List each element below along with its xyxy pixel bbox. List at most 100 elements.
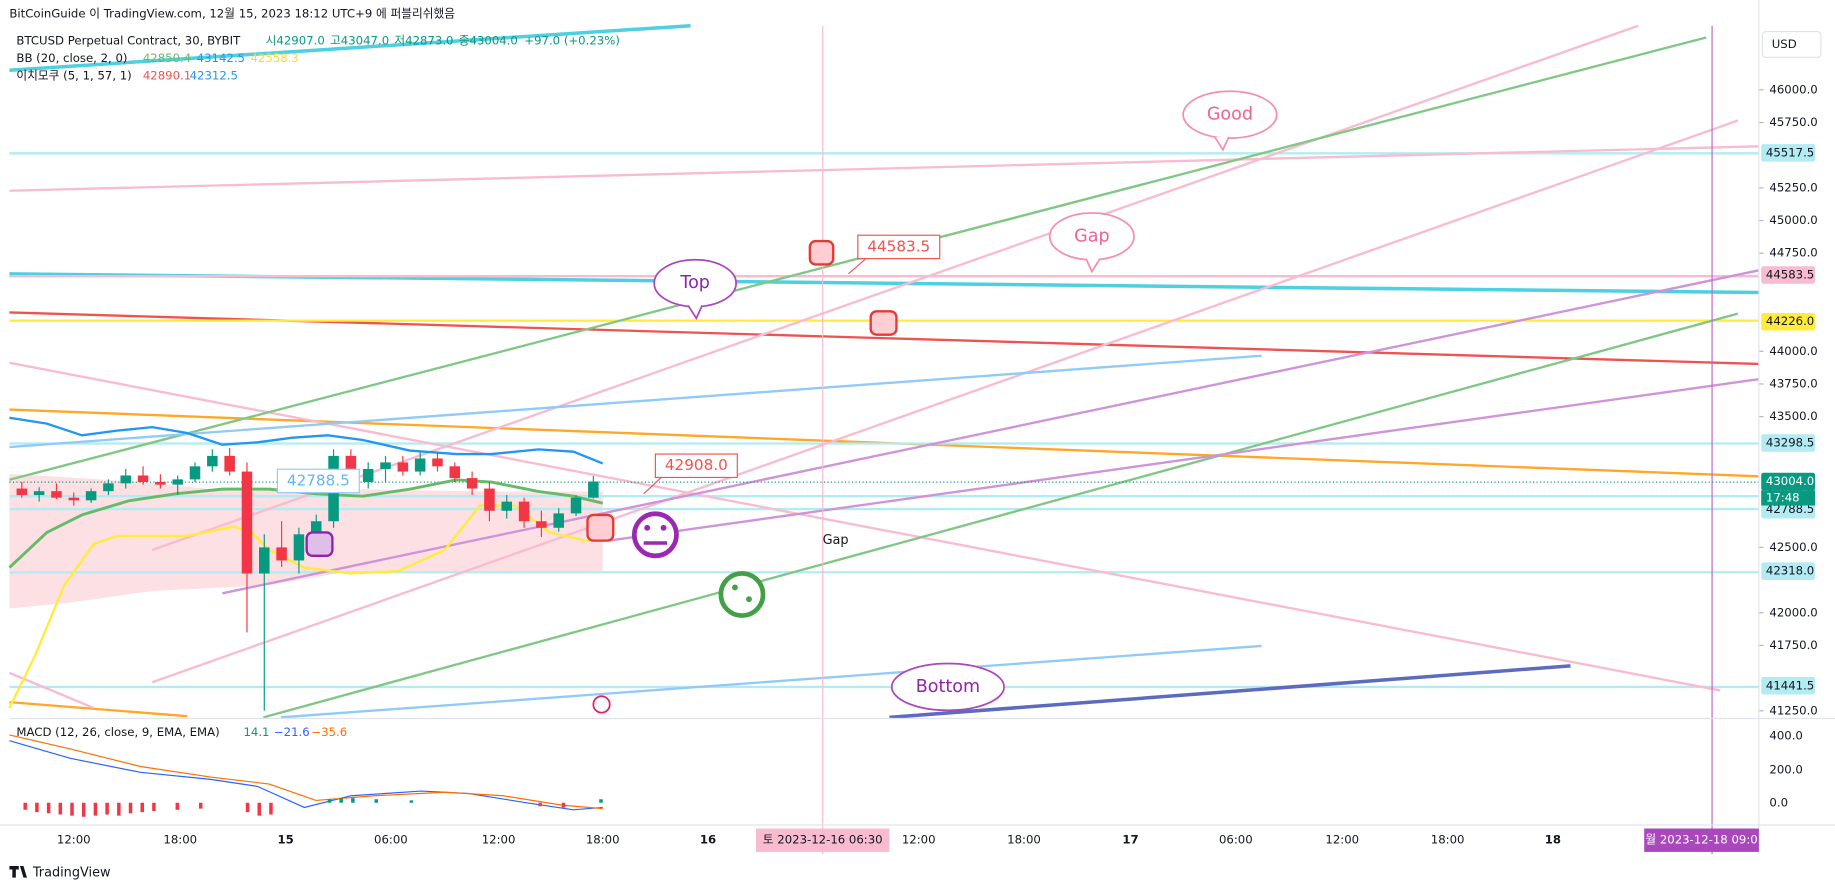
candle-body	[259, 547, 270, 574]
price-axis	[1758, 0, 1835, 855]
trend-line	[608, 377, 1760, 542]
price-label-pointer	[848, 258, 867, 275]
currency[interactable]: USD	[1772, 37, 1797, 51]
price-tick-label: 42000.0	[1769, 605, 1817, 619]
candle-body	[518, 501, 530, 522]
candle-body	[397, 462, 409, 472]
indicator-value: 14.1	[243, 725, 269, 739]
price-label: 42908.0	[665, 456, 728, 474]
price-tick-label: 41750.0	[1769, 638, 1817, 652]
time-tick-label: 16	[700, 833, 716, 847]
candle-body	[362, 468, 374, 483]
trend-line	[263, 312, 1739, 719]
price-tick-label: 46000.0	[1769, 82, 1817, 96]
logo-text: TradingView	[32, 865, 111, 880]
trend-line	[9, 700, 188, 718]
drawings	[8, 23, 1760, 855]
price-tag-label: 43298.5	[1766, 435, 1814, 449]
price-tick-label: 43750.0	[1769, 376, 1817, 390]
neutral-face-icon	[631, 511, 679, 559]
indicator-value: 43142.5	[197, 51, 245, 65]
candle-body	[310, 521, 322, 535]
price-tick-label: 45250.0	[1769, 180, 1817, 194]
candle-body	[276, 547, 287, 561]
indicator-name: BB (20, close, 2, 0)	[16, 51, 127, 65]
candle-body	[137, 475, 149, 483]
trend-line	[9, 354, 1262, 449]
hand-icon	[586, 513, 615, 542]
macd-axis-label: 0.0	[1769, 795, 1788, 809]
macd-histogram	[23, 802, 566, 817]
face-icon	[718, 571, 766, 618]
currency-button[interactable]	[1761, 31, 1822, 58]
price-tag-label: 45517.5	[1766, 145, 1814, 159]
price-tag	[1761, 434, 1816, 452]
callout-text: Good	[1207, 105, 1253, 125]
time-tick-label: 06:00	[374, 833, 408, 847]
ohlc: 고43047.0	[330, 33, 389, 47]
price-tick-label: 43500.0	[1769, 409, 1817, 423]
change: +97.0 (+0.23%)	[524, 33, 620, 47]
callout-bubble	[1182, 90, 1278, 139]
candle-body	[588, 481, 599, 498]
price-tag	[1761, 676, 1816, 695]
ohlc: 저42873.0	[394, 33, 453, 47]
callout-tail	[1085, 258, 1101, 274]
candle-body	[51, 491, 62, 498]
trend-line	[222, 269, 1760, 595]
candle-body	[484, 488, 495, 511]
candle-body	[103, 483, 114, 492]
macd-axis-label: 200.0	[1769, 763, 1802, 777]
price-tick-label: 42500.0	[1769, 540, 1817, 554]
countdown-box	[1761, 490, 1816, 506]
indicator-value: 42890.1	[143, 69, 191, 83]
candle-body	[466, 478, 478, 489]
candle-body	[380, 462, 391, 469]
candle-body	[224, 455, 235, 472]
time-tick-label: 12:00	[902, 833, 936, 847]
macd-pane: MACD (12, 26, close, 9, EMA, EMA) 14.1 −…	[9, 725, 1803, 817]
time-tick-label: 18:00	[163, 833, 197, 847]
callout-text: Top	[679, 273, 710, 293]
symbol: BTCUSD Perpetual Contract, 30, BYBIT	[16, 33, 241, 47]
price-tag-label: 41441.5	[1766, 678, 1814, 692]
indicator-name: 이치모쿠 (5, 1, 57, 1)	[16, 69, 131, 83]
price-label-box	[276, 468, 360, 494]
price-label: 44583.5	[867, 237, 930, 255]
price-tick-label: 45000.0	[1769, 213, 1817, 227]
countdown: 17:48	[1766, 490, 1800, 504]
candle-body	[207, 455, 218, 467]
candle-body	[68, 497, 80, 501]
price-tag	[1761, 562, 1816, 580]
price-tag	[1761, 312, 1816, 331]
candle-body	[414, 458, 426, 472]
callout-bubble	[890, 662, 1005, 712]
time-tick-label: 18:00	[586, 833, 620, 847]
price-tag-label: 44226.0	[1766, 314, 1814, 328]
trend-line	[9, 23, 691, 72]
indicator-value: 42850.4	[143, 51, 191, 65]
candle-body	[16, 488, 28, 496]
hand-icon	[808, 239, 835, 266]
candle-body	[553, 513, 564, 528]
price-tick-label: 45750.0	[1769, 115, 1817, 129]
time-tick-label: 18	[1545, 833, 1561, 847]
time-tick-label: 12:00	[1325, 833, 1359, 847]
indicator-name: MACD (12, 26, close, 9, EMA, EMA)	[16, 725, 219, 739]
price-tick-label: 44750.0	[1769, 246, 1817, 260]
price-label-box	[857, 234, 941, 260]
trend-line	[889, 664, 1571, 720]
ohlc: 시42907.0	[266, 33, 325, 47]
price-tick-label: 44000.0	[1769, 344, 1817, 358]
price-tick-label: 41250.0	[1769, 703, 1817, 717]
price-axis-labels: 46000.0 45750.0 45250.0 45000.0 44750.0 44000…	[1758, 82, 1818, 717]
indicator-value: −21.6	[274, 725, 310, 739]
candle-body	[501, 501, 513, 511]
candle-body	[189, 466, 201, 480]
candle-body	[155, 482, 166, 485]
trend-line	[9, 145, 1759, 192]
footer: TradingView	[9, 865, 111, 880]
bb-basis	[8, 478, 604, 569]
ohlc: 종43004.0	[459, 33, 518, 47]
time-tick-label: 12:00	[57, 833, 91, 847]
